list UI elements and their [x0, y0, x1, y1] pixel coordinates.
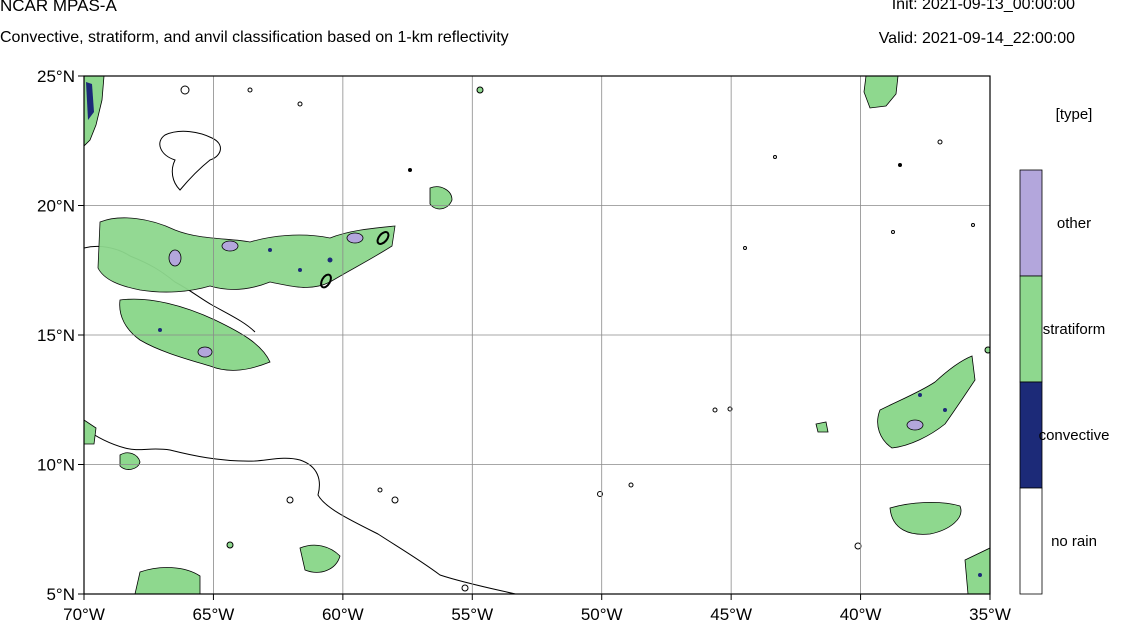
plot-description: Convective, stratiform, and anvil classi…	[0, 29, 509, 46]
valid-time: Valid: 2021-09-14_22:00:00	[878, 30, 1075, 47]
legend-label: convective	[1039, 427, 1110, 444]
anvil-outline	[159, 130, 221, 191]
lon-tick-label: 55°W	[451, 605, 493, 624]
lat-tick-label: 15°N	[37, 326, 75, 345]
grid-lines	[84, 76, 990, 594]
model-title: NCAR MPAS-A	[0, 0, 117, 15]
lon-tick-label: 65°W	[193, 605, 235, 624]
map-layer	[84, 76, 990, 594]
legend-label: other	[1057, 215, 1091, 232]
lon-tick-label: 70°W	[63, 605, 105, 624]
lat-tick-label: 10°N	[37, 456, 75, 475]
legend-colorbar: other stratiform convective no rain	[1019, 169, 1110, 595]
legend-title: [type]	[1055, 106, 1093, 123]
lat-tick-label: 25°N	[37, 67, 75, 86]
lat-tick-label: 20°N	[37, 197, 75, 216]
coastline-south-america	[84, 427, 518, 594]
legend-swatch	[1019, 275, 1043, 383]
lon-tick-label: 60°W	[322, 605, 364, 624]
axis-ticks: 70°W 65°W 60°W 55°W 50°W 45°W 40°W 35°W 5°N 10°N 1…	[37, 67, 1011, 624]
legend-swatch	[1019, 169, 1043, 277]
legend-label: stratiform	[1043, 321, 1106, 338]
legend-swatch	[1019, 487, 1043, 595]
lon-tick-label: 50°W	[581, 605, 623, 624]
lon-tick-label: 40°W	[840, 605, 882, 624]
lon-tick-label: 45°W	[710, 605, 752, 624]
lon-tick-label: 35°W	[969, 605, 1011, 624]
lat-tick-label: 5°N	[46, 585, 75, 604]
init-time: Init: 2021-09-13_00:00:00	[891, 0, 1075, 13]
legend-label: no rain	[1051, 533, 1097, 550]
